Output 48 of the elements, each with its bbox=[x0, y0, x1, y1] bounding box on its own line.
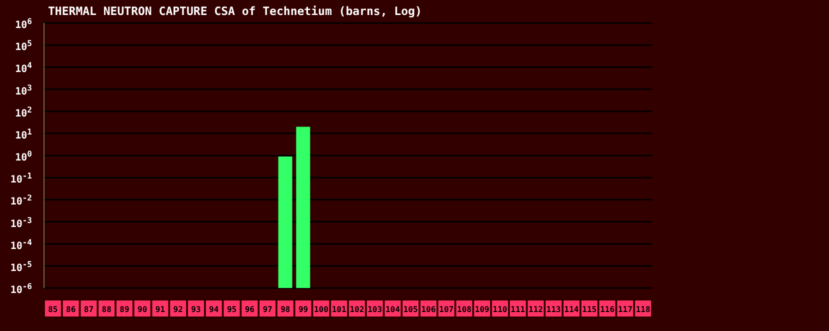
x-tick-label: 109 bbox=[474, 305, 490, 314]
x-tick-label: 104 bbox=[385, 305, 400, 314]
x-tick-label: 106 bbox=[421, 305, 436, 314]
x-tick-label: 98 bbox=[280, 305, 290, 314]
x-tick-label: 92 bbox=[173, 305, 184, 314]
y-tick-label: 10$^{1}$ bbox=[15, 126, 32, 142]
y-tick-label: 10$^{-5}$ bbox=[10, 259, 32, 274]
x-tick-label: 99 bbox=[298, 305, 308, 314]
x-tick-label: 93 bbox=[191, 305, 201, 314]
x-tick-label: 114 bbox=[564, 305, 579, 314]
x-tick-label: 87 bbox=[84, 305, 94, 314]
y-tick-label: 10$^{6}$ bbox=[15, 16, 32, 31]
x-tick-label: 85 bbox=[48, 305, 58, 314]
x-tick-label: 86 bbox=[66, 305, 76, 314]
x-tick-label: 89 bbox=[120, 305, 130, 314]
x-tick-label: 101 bbox=[332, 305, 346, 314]
y-tick-label: 10$^{-4}$ bbox=[10, 237, 32, 252]
y-tick-label: 10$^{3}$ bbox=[15, 82, 32, 98]
x-tick-label: 96 bbox=[244, 305, 255, 314]
x-tick-label: 100 bbox=[314, 305, 329, 314]
x-tick-label: 113 bbox=[546, 305, 562, 314]
y-tick-label: 10$^{0}$ bbox=[15, 149, 32, 164]
x-tick-label: 116 bbox=[600, 305, 615, 314]
x-tick-label: 102 bbox=[350, 305, 364, 314]
y-tick-label: 10$^{-3}$ bbox=[10, 215, 32, 230]
y-tick-label: 10$^{4}$ bbox=[15, 60, 32, 76]
y-tick-label: 10$^{2}$ bbox=[15, 104, 32, 120]
x-tick-label: 90 bbox=[138, 305, 148, 314]
y-tick-label: 10$^{-1}$ bbox=[10, 171, 32, 186]
x-tick-label: 112 bbox=[528, 305, 544, 314]
x-tick-label: 115 bbox=[582, 305, 597, 314]
x-tick-label: 111 bbox=[510, 305, 526, 314]
x-tick-label: 91 bbox=[155, 305, 166, 314]
x-tick-label: 110 bbox=[492, 305, 508, 314]
x-tick-label: 97 bbox=[262, 305, 273, 314]
x-tick-label: 95 bbox=[226, 305, 237, 314]
x-tick-label: 107 bbox=[439, 305, 454, 314]
x-tick-label: 88 bbox=[102, 305, 112, 314]
chart-title: THERMAL NEUTRON CAPTURE CSA of Technetium (barns, Log) bbox=[48, 4, 422, 18]
y-tick-label: 10$^{5}$ bbox=[15, 38, 32, 54]
x-tick-label: 103 bbox=[368, 305, 382, 314]
y-tick-label: 10$^{-2}$ bbox=[10, 193, 32, 208]
x-tick-label: 117 bbox=[618, 305, 633, 314]
x-tick-label: 118 bbox=[636, 305, 650, 314]
x-tick-label: 108 bbox=[457, 305, 472, 314]
x-tick-label: 94 bbox=[209, 305, 219, 314]
y-tick-label: 10$^{-6}$ bbox=[10, 282, 32, 296]
x-tick-label: 105 bbox=[403, 305, 418, 314]
